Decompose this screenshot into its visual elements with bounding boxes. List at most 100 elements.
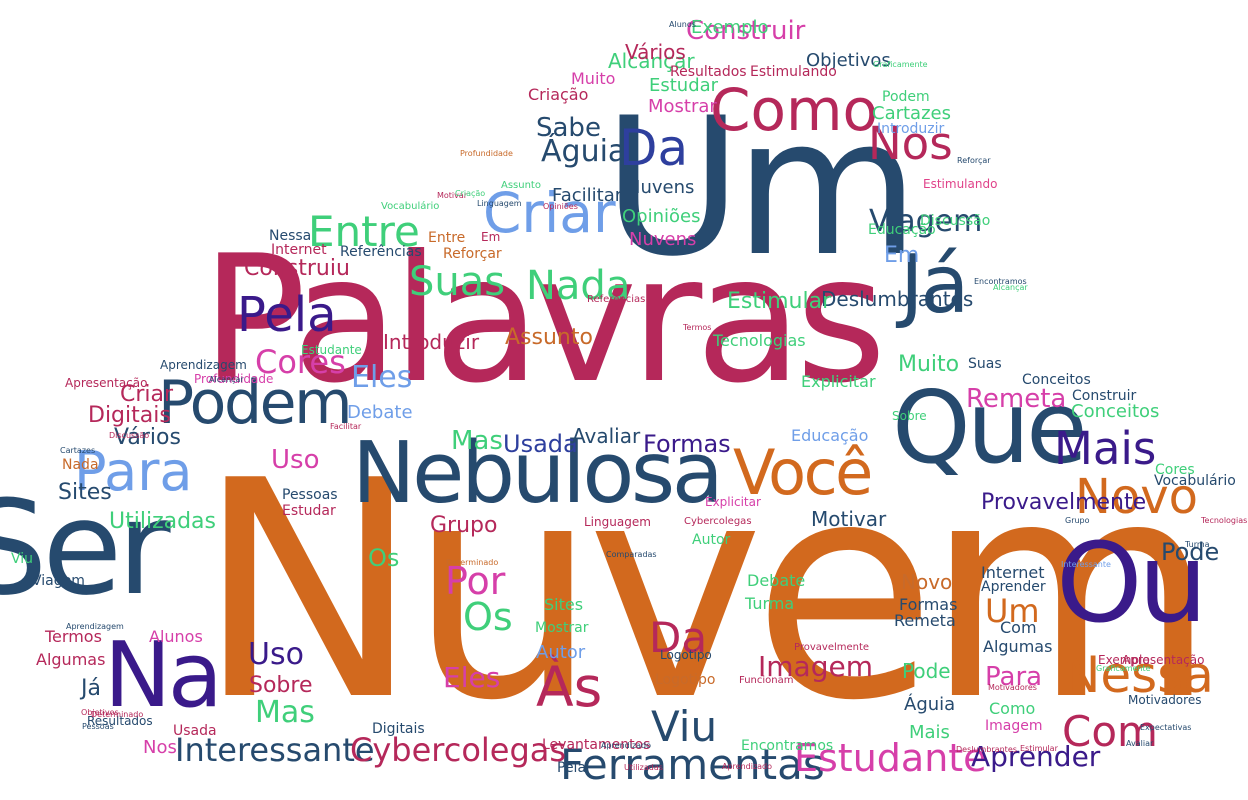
cloud-word: Alunos [669, 20, 696, 29]
cloud-word: Determinado [91, 710, 144, 719]
cloud-word: Reforçar [957, 156, 991, 165]
cloud-word: Autor [692, 532, 731, 548]
cloud-word: Vocabulário [381, 201, 440, 212]
cloud-word: Pode [1161, 538, 1220, 566]
cloud-word: Introduzir [383, 330, 480, 354]
cloud-word: Explicitar [801, 372, 876, 391]
cloud-word: Opiniões [543, 202, 578, 211]
cloud-word: Você [733, 436, 873, 509]
cloud-word: Reforçar [443, 246, 502, 262]
cloud-word: Pode [902, 659, 951, 683]
cloud-word: Apresentação [65, 376, 148, 390]
cloud-word: Formas [643, 430, 731, 458]
cloud-word: Cybercolegas [684, 516, 752, 527]
cloud-word: Discussão [109, 431, 150, 440]
cloud-word: Conceitos [1022, 372, 1091, 388]
cloud-word: Vários [114, 425, 181, 450]
cloud-word: Cores [255, 343, 346, 381]
cloud-word: Motivadores [1128, 693, 1202, 707]
cloud-word: Estudante [301, 343, 362, 357]
cloud-word: Apresentação [1122, 653, 1205, 667]
cloud-word: Eles [351, 360, 413, 395]
cloud-word: Águia [541, 134, 627, 169]
cloud-word: Expectativas [1140, 723, 1192, 732]
cloud-word: Determinado [446, 558, 499, 567]
cloud-word: Uso [248, 637, 304, 672]
cloud-word: Estudar [649, 75, 719, 96]
cloud-word: Deslumbrantes [956, 745, 1017, 754]
cloud-word: Turma [745, 594, 795, 613]
cloud-word: Opiniões [622, 206, 701, 227]
cloud-word: Sites [58, 480, 112, 505]
cloud-word: Pessoas [82, 722, 114, 731]
cloud-word: Mostrar [535, 620, 589, 636]
cloud-word: Construir [686, 16, 806, 46]
cloud-word: Podem [158, 368, 353, 438]
cloud-word: Motivar [811, 507, 887, 531]
cloud-word: Entre [428, 230, 466, 246]
cloud-word: Resultados [87, 714, 153, 728]
cloud-word: Provavelmente [794, 642, 870, 653]
cloud-word: Mais [1054, 422, 1157, 475]
cloud-word: Um [985, 592, 1040, 630]
cloud-word: Nessa [269, 228, 312, 244]
cloud-word: Facilitar [330, 422, 362, 431]
cloud-word: Debate [347, 402, 413, 423]
cloud-word: Facilitar [552, 185, 623, 206]
cloud-word: Os [368, 544, 400, 572]
cloud-word: Pela [237, 287, 337, 343]
cloud-word: Viagem [32, 573, 85, 589]
cloud-word: Referências [340, 244, 422, 260]
cloud-word: Muito [898, 352, 960, 377]
cloud-word: Estimular [1020, 744, 1058, 753]
cloud-word: Criar [120, 382, 174, 407]
cloud-word: Com [1000, 618, 1037, 637]
cloud-word: Remeta [894, 611, 956, 630]
cloud-word: Viagem [869, 204, 983, 239]
cloud-word: Grupo [1065, 516, 1090, 525]
cloud-word: Objetivos [806, 50, 891, 71]
cloud-word: Debate [747, 571, 806, 590]
cloud-word: Educação [868, 222, 936, 238]
cloud-word: Ou [1056, 519, 1208, 647]
cloud-word: Turma [1185, 540, 1210, 549]
cloud-word: Sobre [249, 673, 313, 698]
cloud-word: Nessa [1063, 646, 1214, 704]
cloud-word: Viu [11, 551, 34, 567]
cloud-word: Sobre [892, 409, 927, 423]
cloud-word: Estudar [282, 503, 336, 519]
cloud-word: Avaliar [572, 424, 641, 448]
cloud-word: Nuvens [627, 177, 695, 198]
cloud-word: Sabe [536, 113, 601, 143]
cloud-word: Motivadores [988, 683, 1037, 692]
cloud-word: Utilizadas [624, 763, 663, 772]
cloud-word: Alcançar [209, 375, 244, 384]
cloud-word: Digitais [372, 721, 425, 737]
cloud-word: Termos [683, 323, 712, 332]
cloud-word: Aprendizado [722, 762, 773, 771]
cloud-word: Alunos [149, 627, 203, 646]
cloud-word: Na [104, 623, 223, 728]
cloud-word: Utilizadas [109, 509, 217, 534]
cloud-word: Construir [1072, 388, 1137, 404]
cloud-word: Alcançar [608, 49, 695, 73]
cloud-word: Estimulando [923, 177, 998, 191]
cloud-word: Da [619, 119, 689, 177]
cloud-word: Viu [651, 702, 718, 751]
cloud-word: Cores [1155, 462, 1195, 478]
cloud-word: Cybercolegas [350, 731, 567, 769]
cloud-word: Palavras [201, 219, 887, 422]
cloud-word: Interessante [1061, 560, 1111, 569]
cloud-word: Em [884, 243, 920, 268]
cloud-word: Às [536, 655, 603, 719]
cloud-word: Usada [173, 723, 217, 739]
cloud-word: Referências [587, 294, 646, 305]
cloud-word: Interessante [175, 731, 375, 769]
cloud-word: Construiu [244, 256, 350, 281]
cloud-word: Suas [968, 356, 1002, 372]
cloud-word: Nuvem [196, 417, 1217, 766]
cloud-word: Encontramos [741, 738, 834, 754]
cloud-word: Usada [503, 430, 578, 458]
cloud-word: Muito [571, 69, 616, 88]
cloud-word: Eles [443, 661, 501, 694]
